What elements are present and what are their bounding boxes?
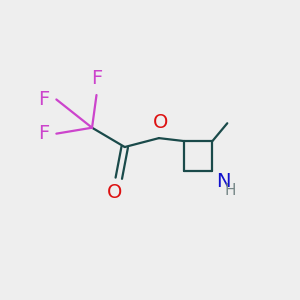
Text: O: O xyxy=(106,183,122,202)
Text: N: N xyxy=(216,172,230,191)
Text: H: H xyxy=(224,183,236,198)
Text: F: F xyxy=(38,90,49,109)
Text: F: F xyxy=(91,69,102,88)
Text: F: F xyxy=(38,124,49,143)
Text: O: O xyxy=(153,112,168,132)
